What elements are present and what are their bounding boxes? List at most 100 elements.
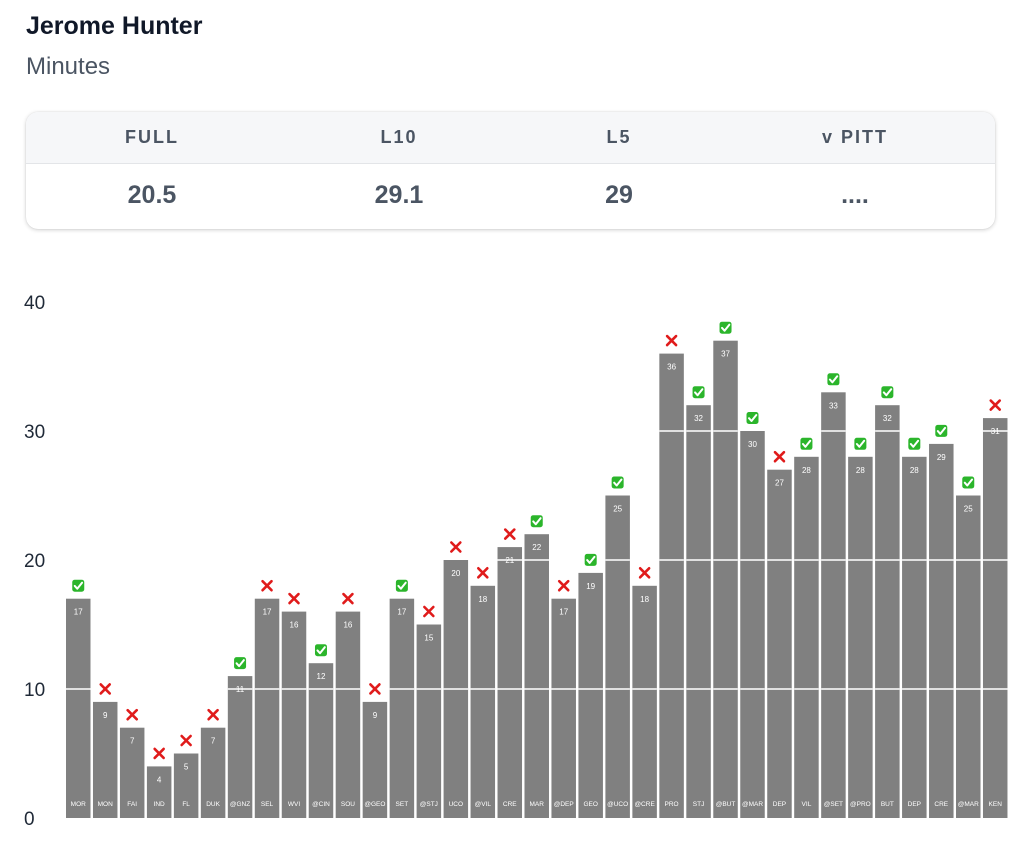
cross-icon (180, 734, 192, 747)
bar (470, 585, 496, 818)
cross-icon (153, 747, 165, 760)
check-mark (586, 555, 596, 564)
bar-value-label: 17 (559, 608, 568, 617)
bar-value-label: 7 (211, 737, 216, 746)
bar (200, 727, 226, 818)
cross-icon (503, 528, 516, 540)
check-mark (882, 388, 893, 397)
bar-value-label: 12 (317, 672, 326, 681)
check-mark (828, 375, 839, 384)
cross-icon (638, 567, 651, 579)
cross-icon (261, 579, 273, 592)
bar (605, 495, 630, 818)
bar (524, 534, 549, 818)
category-label: MON (98, 801, 113, 808)
cross-icon (989, 399, 1002, 411)
bar (929, 443, 954, 818)
summary-header-row (26, 112, 995, 164)
player-name: Jerome Hunter (26, 12, 203, 40)
category-label: @CIN (312, 801, 330, 808)
check-mark (721, 323, 731, 332)
y-tick-label: 30 (24, 422, 45, 443)
bar-value-label: 17 (263, 608, 272, 617)
bar (686, 405, 711, 818)
cross-icon (423, 605, 435, 618)
bar-value-label: 29 (937, 453, 946, 462)
category-label: GEO (583, 801, 597, 808)
bar (794, 456, 819, 818)
cross-icon (665, 334, 678, 347)
bar (767, 469, 792, 818)
category-label: @STJ (420, 801, 438, 808)
category-label: @GNZ (230, 801, 250, 808)
category-label: SOU (341, 801, 355, 808)
category-label: @GEO (364, 801, 385, 808)
category-label: WVI (288, 801, 300, 808)
check-mark (316, 646, 326, 655)
category-label: FAI (127, 801, 137, 808)
category-label: @BUT (716, 801, 736, 808)
cross-icon (342, 592, 354, 605)
bar-value-label: 32 (883, 414, 892, 423)
y-tick-label: 10 (24, 680, 45, 701)
category-label: KEN (989, 801, 1003, 808)
bar (848, 456, 873, 818)
bar-value-label: 32 (694, 414, 703, 423)
category-label: DEP (773, 801, 786, 808)
bar (254, 598, 280, 818)
category-label: @MAR (958, 801, 979, 808)
check-mark (694, 388, 704, 397)
summary-label-vs-opponent: v PITT (821, 127, 888, 147)
check-mark (613, 478, 623, 487)
category-label: VIL (802, 801, 812, 808)
cross-icon (207, 708, 219, 721)
check-mark (532, 517, 542, 526)
bar-value-label: 4 (157, 775, 162, 784)
bar-value-label: 28 (910, 466, 919, 475)
category-label: DEP (908, 801, 921, 808)
summary-value-l10: 29.1 (374, 181, 424, 209)
bar-value-label: 28 (802, 466, 811, 475)
bar-value-label: 18 (478, 595, 487, 604)
check-mark (963, 478, 974, 487)
bar (740, 431, 765, 818)
bar (66, 598, 91, 818)
bar (821, 392, 846, 818)
bar-value-label: 33 (829, 401, 838, 410)
summary-value-full: 20.5 (127, 181, 177, 209)
bar (173, 753, 199, 818)
bar-value-label: 22 (532, 543, 541, 552)
category-label: CRE (934, 801, 948, 808)
stat-label: Minutes (26, 53, 111, 80)
summary-label-l5: L5 (606, 127, 632, 147)
bar (982, 418, 1008, 818)
summary-value-vs-opponent: .... (841, 181, 869, 209)
bar (551, 598, 576, 818)
bar (281, 611, 307, 818)
bar-value-label: 25 (613, 505, 622, 514)
check-mark (73, 581, 84, 590)
minutes-bar-chart: 0 10 20 30 40 17 MOR 9 MON 7 FAI 4 IND 5 FL 7 DUK 11 @GNZ 1… (24, 293, 1008, 830)
bar (902, 456, 927, 818)
category-label: MOR (71, 801, 86, 808)
bar (659, 353, 684, 818)
category-label: @CRE (634, 801, 655, 808)
bar-value-label: 37 (721, 350, 730, 359)
check-mark (801, 439, 812, 448)
bar-value-label: 16 (290, 621, 299, 630)
summary-label-l10: L10 (380, 127, 418, 147)
check-mark (909, 439, 920, 448)
cross-icon (477, 567, 489, 579)
category-label: @UCO (607, 801, 628, 808)
cross-icon (369, 683, 381, 695)
summary-label-full: FULL (125, 127, 179, 147)
summary-value-l5: 29 (605, 181, 633, 209)
y-tick-label: 40 (24, 293, 45, 314)
summary-card: FULL L10 L5 v PITT 20.5 29.1 29 .... (26, 112, 995, 229)
cross-icon (450, 541, 462, 553)
bar (335, 611, 361, 818)
bar-value-label: 20 (451, 569, 460, 578)
bar (497, 547, 523, 818)
bar (227, 676, 253, 818)
bar (416, 624, 442, 818)
